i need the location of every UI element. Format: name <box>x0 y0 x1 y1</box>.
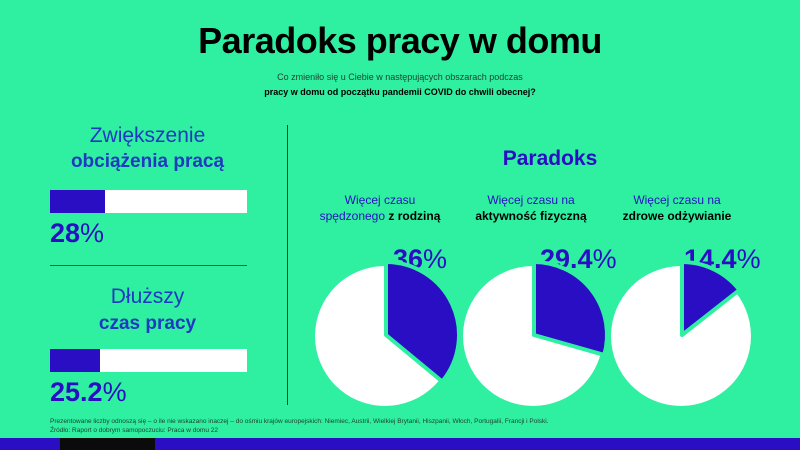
activity-pie-slice <box>532 260 609 357</box>
family-label-mid: spędzonego <box>319 209 386 223</box>
diet-label-bold: zdrowe odżywianie <box>622 209 732 223</box>
activity-unit: % <box>592 244 617 274</box>
worktime-label-light: Dłuższy <box>110 285 185 308</box>
diet-unit: % <box>736 244 761 274</box>
worktime-percent: 25.2% <box>50 377 127 408</box>
diet-label-line1: Więcej czasu na <box>633 193 721 207</box>
activity-percent: 29.4% <box>540 244 617 275</box>
worktime-value: 25.2 <box>50 377 103 407</box>
workload-label-bold: obciążenia pracą <box>70 151 225 172</box>
activity-label-bold: aktywność fizyczną <box>475 209 587 223</box>
family-label-line2: spędzonego z rodziną <box>305 208 455 224</box>
left-divider <box>50 265 247 266</box>
paradoks-heading: Paradoks <box>502 147 598 170</box>
worktime-bar <box>50 349 247 372</box>
subtitle-line-1: Co zmieniło się u Ciebie w następujących… <box>277 72 523 82</box>
footer-source: Źródło: Raport o dobrym samopoczuciu: Pr… <box>50 427 218 434</box>
family-unit: % <box>423 244 448 274</box>
workload-bar-fill <box>50 190 106 213</box>
diet-label: Więcej czasu na zdrowe odżywianie <box>602 192 752 224</box>
footer-note: Prezentowane liczby odnoszą się – o ile … <box>50 418 549 425</box>
bottom-band-notch <box>60 438 155 450</box>
worktime-label-bold: czas pracy <box>98 313 197 334</box>
workload-percent: 28% <box>50 218 104 249</box>
vertical-divider <box>287 125 288 405</box>
page-title: Paradoks pracy w domu <box>198 20 602 61</box>
bottom-band <box>0 438 800 450</box>
diet-pie-slice <box>680 260 742 337</box>
workload-label-light: Zwiększenie <box>89 124 206 147</box>
worktime-bar-fill <box>50 349 100 372</box>
workload-unit: % <box>80 218 105 248</box>
worktime-unit: % <box>102 377 127 407</box>
workload-bar <box>50 190 247 213</box>
subtitle-line-2: pracy w domu od początku pandemii COVID … <box>264 87 536 97</box>
workload-value: 28 <box>50 218 81 248</box>
family-pie-slice <box>384 260 461 384</box>
activity-label: Więcej czasu na aktywność fizyczną <box>456 192 606 224</box>
family-label: Więcej czasu spędzonego z rodziną <box>305 192 455 224</box>
family-label-line1: Więcej czasu <box>344 193 416 207</box>
family-label-bold: z rodziną <box>388 209 441 223</box>
activity-label-line1: Więcej czasu na <box>487 193 575 207</box>
